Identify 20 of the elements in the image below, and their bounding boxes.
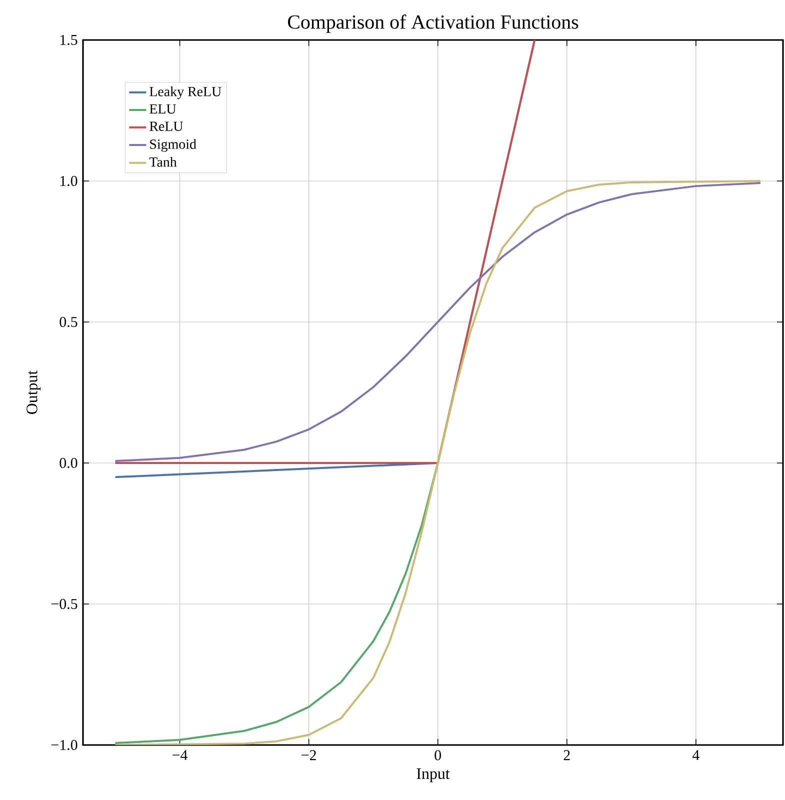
legend-label: Tanh: [149, 156, 177, 167]
x-tick-label: −2: [302, 750, 316, 760]
x-tick-label: 4: [692, 750, 700, 760]
legend-label: Sigmoid: [150, 139, 196, 152]
y-tick-label: 0.5: [60, 316, 78, 328]
y-tick-label: −1.0: [51, 740, 78, 750]
chart-title: Comparison of Activation Functions: [288, 14, 578, 33]
x-tick-label: 2: [564, 750, 570, 760]
y-tick-label: 1.0: [60, 176, 78, 186]
y-tick-label: −0.5: [51, 598, 78, 610]
x-tick-label: −4: [172, 750, 188, 760]
x-axis-title: Input: [416, 768, 450, 782]
line-series: [114, 182, 762, 462]
x-tick-label: 0: [434, 750, 442, 760]
legend-label: ReLU: [150, 122, 183, 131]
y-axis-title: Output: [26, 370, 41, 414]
legend-label: Leaky ReLU: [150, 86, 222, 100]
legend-label: ELU: [150, 104, 176, 114]
y-tick-label: 1.5: [60, 34, 78, 46]
y-tick-label: 0.0: [60, 458, 78, 468]
